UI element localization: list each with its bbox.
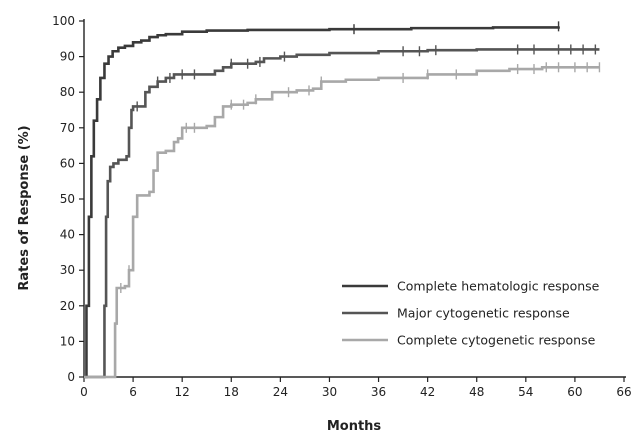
- y-tick-label: 20: [60, 299, 75, 313]
- y-tick-label: 30: [60, 263, 75, 277]
- x-tick-label: 36: [371, 385, 386, 399]
- x-tick-label: 12: [175, 385, 190, 399]
- series-line: [84, 48, 600, 379]
- x-axis-title: Months: [327, 419, 382, 434]
- legend-label: Complete cytogenetic response: [397, 333, 596, 348]
- axes: 0 10 20 30 40 50 60 70 80 90 100 0 6 12 18 24 30 36 42 48 54…: [52, 14, 632, 399]
- y-axis-title: Rates of Response (%): [17, 125, 32, 290]
- x-tick-label: 42: [420, 385, 435, 399]
- legend-label: Major cytogenetic response: [397, 306, 570, 321]
- x-tick-label: 66: [616, 385, 631, 399]
- series-line: [84, 26, 560, 379]
- y-tick-label: 0: [67, 370, 75, 384]
- y-tick-label: 70: [60, 121, 75, 135]
- series-line: [84, 65, 600, 379]
- legend-label: Complete hematologic response: [397, 279, 600, 294]
- x-tick-label: 30: [322, 385, 337, 399]
- series-3: [84, 62, 601, 379]
- x-tick-label: 48: [469, 385, 484, 399]
- y-tick-label: 50: [60, 192, 75, 206]
- x-tick-label: 18: [224, 385, 239, 399]
- x-tick-label: 54: [518, 385, 533, 399]
- x-tick-label: 60: [567, 385, 582, 399]
- y-tick-label: 10: [60, 334, 75, 348]
- x-tick-label: 24: [273, 385, 288, 399]
- y-tick-label: 100: [52, 14, 75, 28]
- y-tick-label: 40: [60, 228, 75, 242]
- y-tick-label: 80: [60, 85, 75, 99]
- series-2: [84, 44, 600, 379]
- series-layer: [84, 21, 601, 379]
- y-tick-label: 90: [60, 50, 75, 64]
- x-tick-label: 0: [80, 385, 88, 399]
- series-1: [84, 21, 560, 379]
- y-tick-label: 60: [60, 156, 75, 170]
- legend: Complete hematologic response Major cytog…: [342, 279, 600, 348]
- x-tick-label: 6: [129, 385, 137, 399]
